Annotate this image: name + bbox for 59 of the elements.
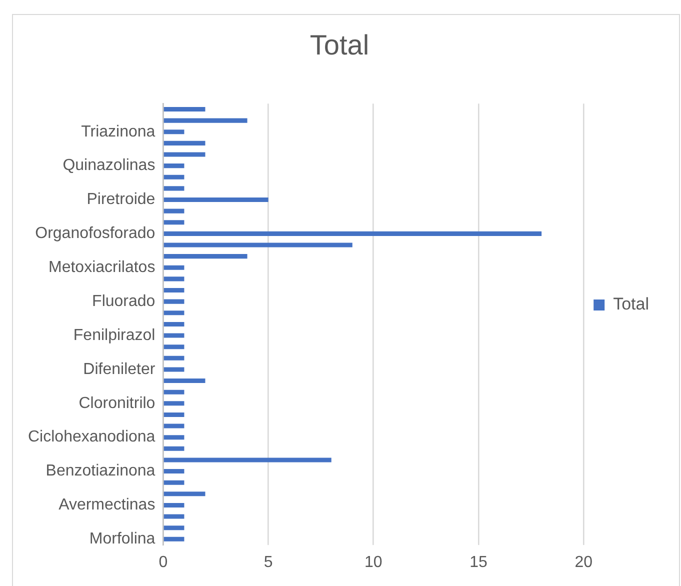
bar bbox=[164, 208, 184, 214]
x-tick-label: 0 bbox=[158, 554, 168, 571]
x-tick-label: 10 bbox=[364, 554, 382, 571]
bar bbox=[164, 514, 184, 519]
bar bbox=[164, 164, 184, 168]
bar bbox=[164, 118, 248, 123]
bar bbox=[164, 446, 184, 451]
bar bbox=[164, 310, 184, 316]
bar bbox=[164, 480, 184, 485]
bar bbox=[164, 140, 206, 146]
y-tick-label: Ciclohexanodiona bbox=[28, 428, 156, 446]
y-tick-label: Triazinona bbox=[81, 123, 156, 140]
bar bbox=[164, 458, 332, 462]
x-tick-label: 20 bbox=[574, 554, 593, 571]
bar bbox=[164, 344, 184, 350]
bar bbox=[164, 322, 184, 326]
bar bbox=[164, 106, 206, 112]
bar bbox=[164, 299, 184, 304]
y-tick-label: Difenileter bbox=[83, 360, 156, 378]
bar bbox=[164, 367, 184, 372]
x-tick-label: 5 bbox=[264, 554, 273, 571]
bar bbox=[164, 242, 352, 248]
y-tick-label: Metoxiacrilatos bbox=[48, 259, 156, 276]
bar bbox=[164, 502, 184, 508]
bar bbox=[164, 469, 184, 474]
bar bbox=[164, 231, 542, 236]
y-tick-label: Organofosforado bbox=[35, 225, 156, 242]
bar bbox=[164, 412, 184, 417]
y-tick-label: Morfolina bbox=[89, 530, 156, 548]
y-tick-label: Fluorado bbox=[92, 292, 156, 310]
bar bbox=[164, 276, 184, 282]
bar bbox=[164, 536, 184, 542]
x-tick-label: 15 bbox=[470, 554, 488, 571]
bar bbox=[164, 492, 206, 496]
y-tick-label: Cloronitrilo bbox=[78, 394, 156, 412]
bar bbox=[164, 390, 184, 394]
legend-label: Total bbox=[613, 294, 650, 314]
y-tick-label: Quinazolinas bbox=[62, 157, 156, 174]
y-tick-label: Fenilpirazol bbox=[73, 326, 156, 344]
bar bbox=[164, 288, 184, 293]
bar bbox=[164, 378, 206, 384]
y-tick-label: Benzotiazinona bbox=[46, 462, 156, 480]
bar bbox=[164, 265, 184, 270]
bar bbox=[164, 424, 184, 428]
bar bbox=[164, 186, 184, 191]
bar bbox=[164, 435, 184, 440]
chart-title: Total bbox=[310, 30, 370, 61]
bar bbox=[164, 526, 184, 530]
bar bbox=[164, 152, 206, 157]
bar bbox=[164, 174, 184, 180]
bar bbox=[164, 356, 184, 360]
bar bbox=[164, 130, 184, 134]
bar bbox=[164, 254, 248, 259]
bar bbox=[164, 401, 184, 406]
y-tick-label: Piretroide bbox=[86, 191, 156, 208]
bar bbox=[164, 333, 184, 338]
y-tick-label: Avermectinas bbox=[58, 496, 156, 514]
bar bbox=[164, 197, 268, 202]
bar bbox=[164, 220, 184, 225]
